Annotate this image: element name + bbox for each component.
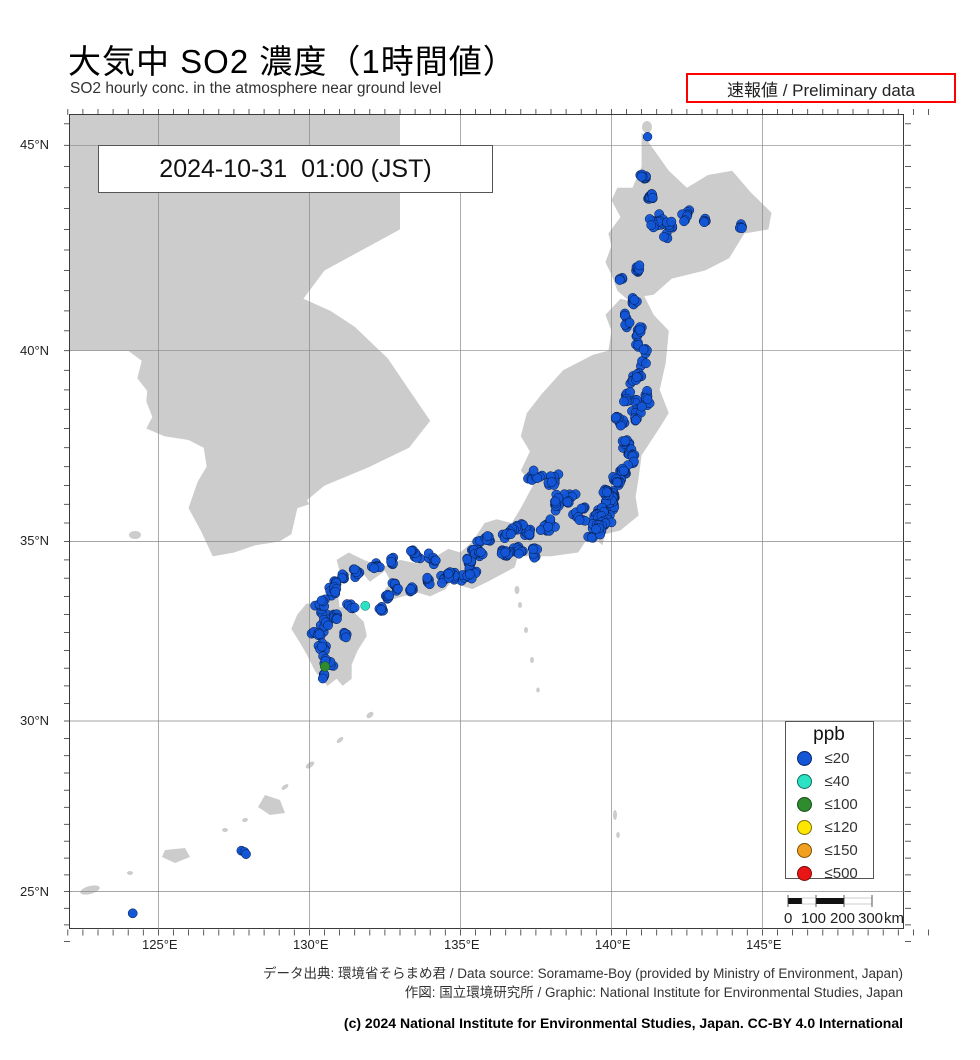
svg-text:200: 200	[830, 910, 855, 927]
svg-text:300: 300	[858, 910, 883, 927]
svg-text:100: 100	[801, 910, 826, 927]
svg-text:0: 0	[784, 910, 792, 927]
svg-text:km: km	[884, 910, 904, 927]
